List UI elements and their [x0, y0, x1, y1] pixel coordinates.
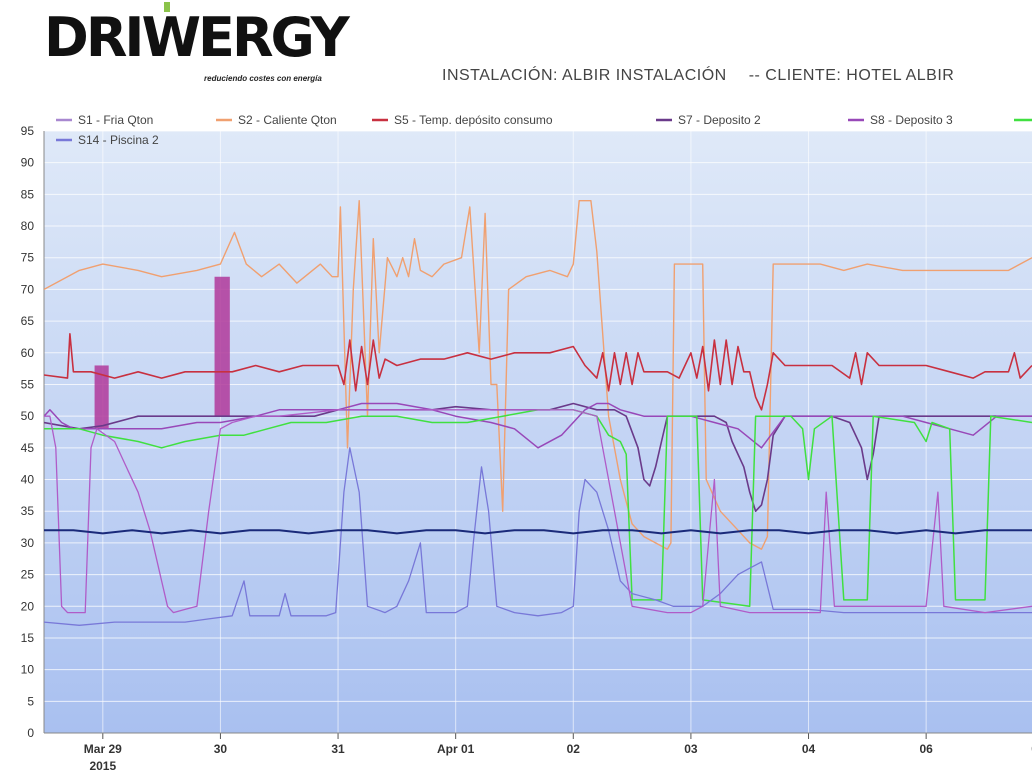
legend[interactable]: S1 - Fria Qton S2 - Caliente Qton S5 - Tem… [56, 113, 1032, 147]
client-label: -- CLIENTE: HOTEL ALBIR [748, 67, 955, 84]
driwergy-logo: DRIWERGY reduciendo costes con energía [44, 2, 354, 88]
y-tick-label: 60 [21, 346, 35, 360]
y-tick-label: 45 [21, 441, 35, 455]
y-tick-label: 30 [21, 536, 35, 550]
y-tick-label: 95 [21, 124, 35, 138]
y-axis: 0 5 10 15 20 25 30 35 40 45 50 55 60 65 70 75 80 85 90 95 [21, 124, 45, 740]
logo-accent-mark [164, 2, 170, 12]
legend-item[interactable]: S2 - Caliente Qton [238, 113, 337, 127]
y-tick-label: 15 [21, 631, 35, 645]
y-tick-label: 50 [21, 409, 35, 423]
logo-wordmark: DRIWERGY [44, 6, 350, 69]
x-tick-label: 02 [567, 742, 581, 756]
highlight-band [214, 276, 230, 417]
legend-item[interactable]: S5 - Temp. depósito consumo [394, 113, 553, 127]
highlight-bands [94, 276, 230, 429]
x-tick-label: Mar 29 [84, 742, 122, 756]
y-tick-label: 35 [21, 504, 35, 518]
series-line-1 [44, 333, 1032, 411]
x-tick-label: 04 [802, 742, 816, 756]
y-tick-label: 75 [21, 251, 35, 265]
y-tick-label: 90 [21, 156, 35, 170]
x-tick-label: Apr 01 [437, 742, 475, 756]
series-line-0 [44, 200, 1032, 550]
series-line-2 [44, 402, 1032, 512]
y-tick-label: 5 [27, 694, 34, 708]
y-tick-label: 40 [21, 473, 35, 487]
y-tick-label: 80 [21, 219, 35, 233]
legend-item[interactable]: S7 - Deposito 2 [678, 113, 761, 127]
series-line-3 [44, 402, 1032, 449]
logo-tagline: reduciendo costes con energía [204, 74, 322, 83]
series-line-5 [44, 447, 1032, 626]
highlight-band [94, 365, 109, 429]
series-lines [44, 200, 1032, 626]
y-tick-label: 55 [21, 377, 35, 391]
page-header: INSTALACIÓN: ALBIR INSTALACIÓN -- CLIENTE… [442, 67, 976, 85]
x-tick-sublabel: 2015 [89, 759, 116, 773]
legend-item[interactable]: S1 - Fria Qton [78, 113, 153, 127]
plot-area [44, 131, 1032, 733]
y-tick-label: 70 [21, 282, 35, 296]
y-tick-label: 85 [21, 187, 35, 201]
x-tick-label: 30 [214, 742, 228, 756]
legend-item[interactable]: S8 - Deposito 3 [870, 113, 953, 127]
y-tick-label: 65 [21, 314, 35, 328]
x-tick-label: 06 [919, 742, 933, 756]
series-line-7 [44, 529, 1032, 535]
x-tick-label: 03 [684, 742, 698, 756]
y-tick-label: 20 [21, 599, 35, 613]
x-tick-label: 31 [331, 742, 345, 756]
y-tick-label: 10 [21, 663, 35, 677]
y-tick-label: 25 [21, 568, 35, 582]
y-tick-label: 0 [27, 726, 34, 740]
legend-item[interactable]: S14 - Piscina 2 [78, 133, 159, 147]
temperature-line-chart: 0 5 10 15 20 25 30 35 40 45 50 55 60 65 70 75 80 85 90 95 M… [21, 113, 1032, 773]
series-line-4 [44, 409, 1032, 608]
installation-label: INSTALACIÓN: ALBIR INSTALACIÓN [442, 67, 727, 84]
